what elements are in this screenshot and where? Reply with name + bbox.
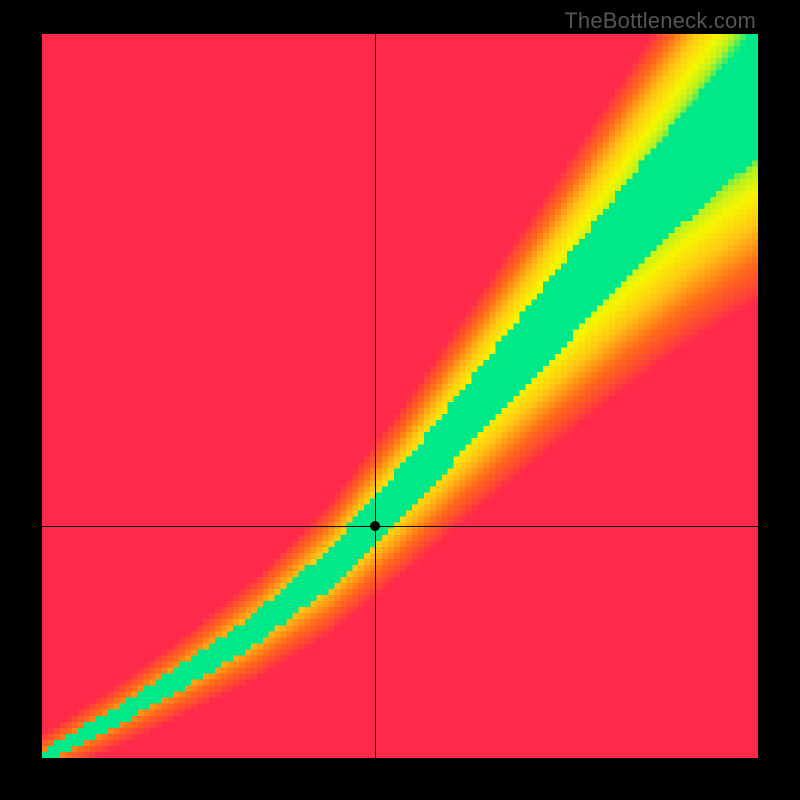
crosshair-horizontal xyxy=(42,526,758,527)
heatmap-canvas xyxy=(42,34,758,758)
crosshair-vertical xyxy=(375,34,376,758)
crosshair-marker-dot xyxy=(370,521,380,531)
heatmap-plot xyxy=(42,34,758,758)
watermark-text: TheBottleneck.com xyxy=(564,8,756,34)
